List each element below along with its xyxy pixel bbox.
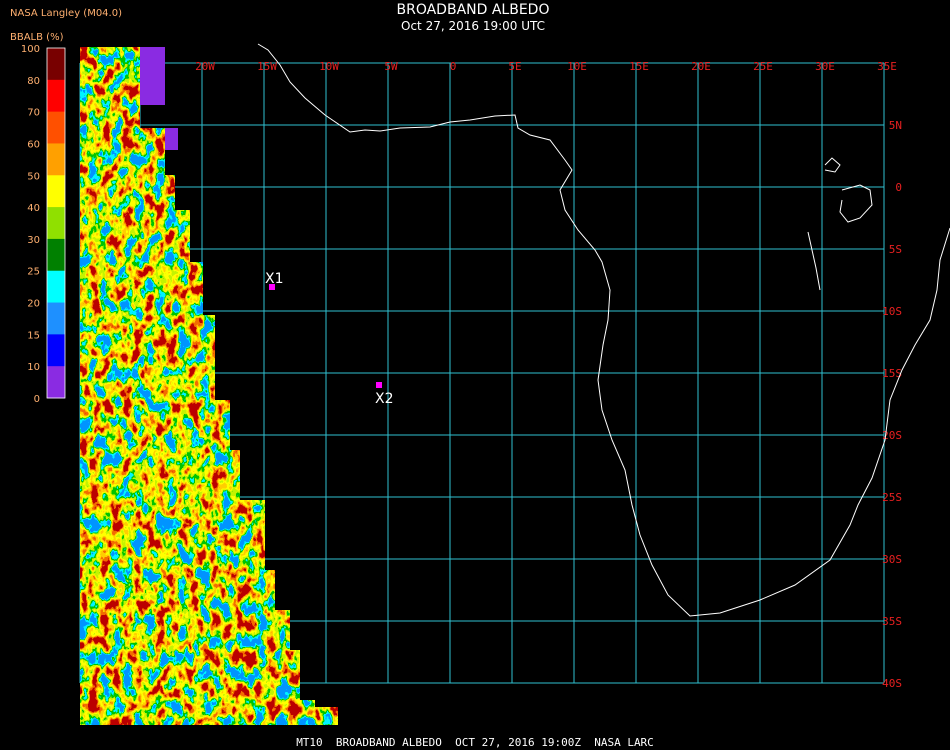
lake-outline [839,184,873,223]
legend-tick-label: 10 [27,362,40,373]
color-band [47,175,65,208]
lat-label: 25S [882,491,902,504]
legend-tick-label: 20 [27,299,40,310]
color-band [47,111,65,144]
lon-label: 20W [195,60,215,73]
legend-tick-label: 60 [27,139,40,150]
marker-label: X2 [375,391,394,407]
lon-label: 0 [450,60,457,73]
legend-tick-label: 0 [34,394,40,405]
lon-label: 10E [567,60,587,73]
lon-label: 15E [629,60,649,73]
lake-outline [807,231,821,291]
marker-label: X1 [265,271,284,287]
lat-label: 5S [889,243,902,256]
lat-label: 20S [882,429,902,442]
lon-label: 5E [508,60,521,73]
lon-label: 10W [319,60,339,73]
lat-label: 35S [882,615,902,628]
missing-patch [140,47,165,105]
lat-label: 10S [882,305,902,318]
legend-tick-label: 30 [27,235,40,246]
subtitle: Oct 27, 2016 19:00 UTC [401,19,545,33]
legend-tick-label: 50 [27,171,40,182]
lat-label: 15S [882,367,902,380]
color-band [47,79,65,113]
lon-label: 15W [257,60,277,73]
lat-label: 0 [895,181,902,194]
color-band [47,48,65,81]
color-band [47,143,65,176]
color-band [47,334,65,367]
marker [269,284,275,290]
lon-label: 35E [877,60,897,73]
color-band [47,270,65,304]
color-band [47,302,65,335]
color-band [47,238,65,272]
footer: MT10 BROADBAND ALBEDO OCT 27, 2016 19:00… [296,736,654,749]
legend-tick-label: 40 [27,203,40,214]
lon-label: 30E [815,60,835,73]
albedo-swath [80,47,338,725]
color-band [47,207,65,240]
source-label: NASA Langley (M04.0) [10,8,122,19]
lon-label: 25E [753,60,773,73]
title: BROADBAND ALBEDO [397,2,550,18]
coastline [257,43,950,617]
lon-label: 20E [691,60,711,73]
lon-label: 5W [384,60,398,73]
color-band [47,366,65,399]
color-bar-frame [46,47,66,399]
legend-tick-label: 15 [27,330,40,341]
legend-tick-label: 25 [27,267,40,278]
legend-tick-label: 80 [27,76,40,87]
legend-tick-label: 70 [27,108,40,119]
lat-label: 5N [889,119,902,132]
marker [376,382,382,388]
coast-island [824,157,841,173]
lat-label: 40S [882,677,902,690]
legend-title: BBALB (%) [10,32,64,43]
lat-label: 30S [882,553,902,566]
legend-tick-label: 100 [21,44,40,55]
missing-patch [165,128,178,150]
